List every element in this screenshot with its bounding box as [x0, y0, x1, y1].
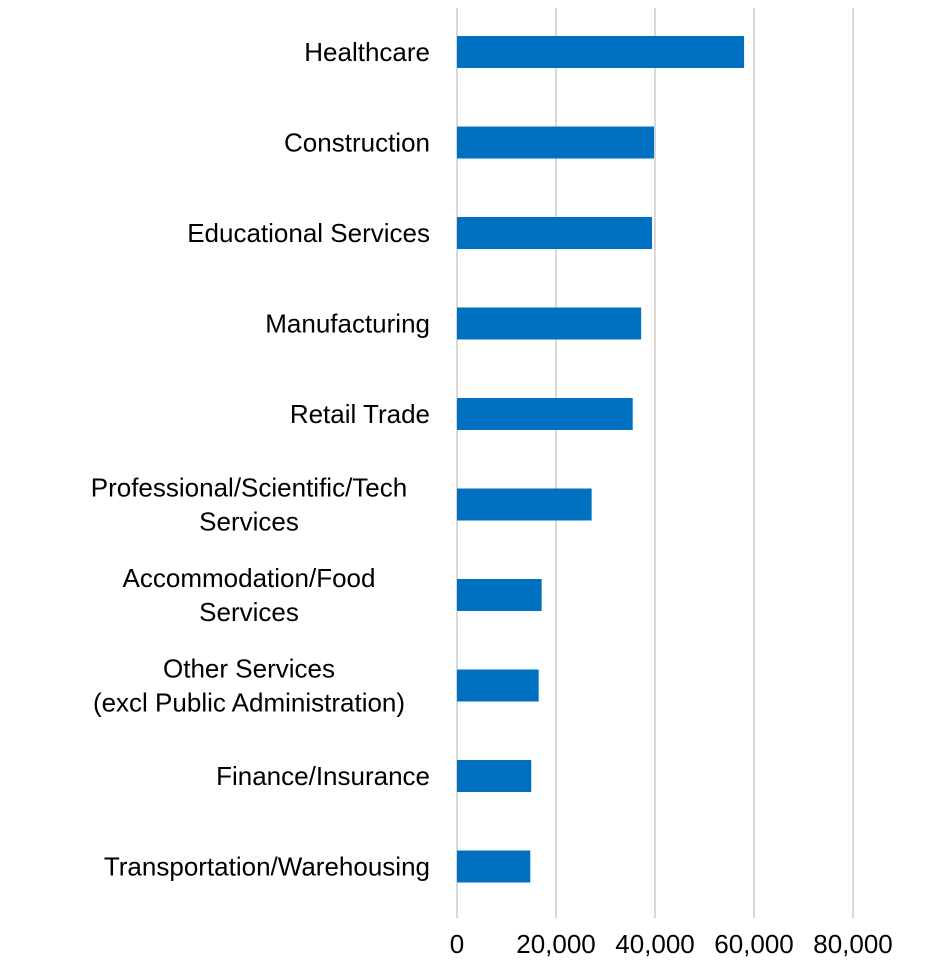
category-labels: Healthcare Construction Educational Servic… — [91, 37, 430, 882]
category-label: Manufacturing — [265, 309, 430, 339]
category-label: Educational Services — [187, 218, 430, 248]
x-tick-label: 0 — [450, 929, 464, 959]
x-tick-label: 60,000 — [714, 929, 794, 959]
category-label: Other Services (excl Public Administratio… — [93, 654, 405, 718]
category-label: Finance/Insurance — [216, 761, 430, 791]
bar — [457, 488, 592, 521]
category-label: Healthcare — [304, 37, 430, 67]
x-tick-label: 20,000 — [516, 929, 596, 959]
category-label: Construction — [284, 128, 430, 158]
bar — [457, 36, 745, 68]
bar — [457, 217, 653, 249]
x-tick-label: 40,000 — [615, 929, 695, 959]
category-label: Professional/Scientific/Tech Services — [91, 473, 407, 537]
bar — [457, 307, 642, 340]
category-label: Retail Trade — [290, 399, 430, 429]
bar — [457, 579, 542, 611]
bars — [457, 36, 745, 883]
bar — [457, 126, 655, 159]
x-tick-labels: 0 20,000 40,000 60,000 80,000 — [450, 929, 893, 959]
bar — [457, 850, 531, 883]
x-tick-label: 80,000 — [813, 929, 893, 959]
category-label: Accommodation/Food Services — [123, 563, 376, 627]
bar — [457, 398, 633, 430]
bar — [457, 669, 539, 702]
bar — [457, 760, 532, 792]
category-label: Transportation/Warehousing — [104, 852, 430, 882]
